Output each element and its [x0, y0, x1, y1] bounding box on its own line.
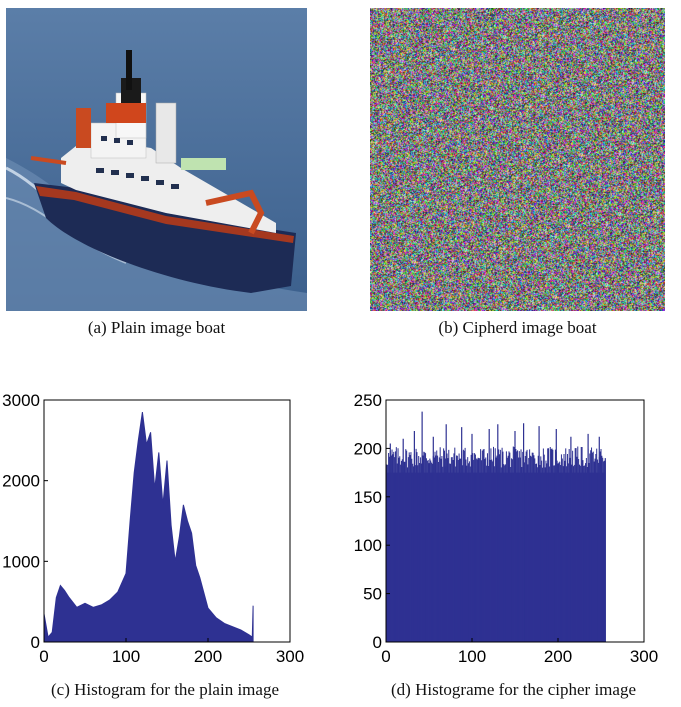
histogram-plain: 0 100 200 300 0 1000 2000 3000: [0, 380, 330, 670]
x-tick-label: 200: [544, 647, 572, 666]
y-tick-label: 3000: [2, 391, 40, 410]
y-tick-label: 1000: [2, 552, 40, 571]
boat-hull: [34, 183, 296, 293]
plot-frame: [43, 399, 291, 643]
y-tick-label: 100: [354, 536, 382, 555]
histogram-bars: [385, 411, 606, 642]
caption-a: (a) Plain image boat: [87, 318, 226, 337]
y-tick-label: 0: [31, 633, 40, 652]
x-tick-label: 100: [458, 647, 486, 666]
plain-boat-drawing: [6, 8, 307, 311]
x-tick-label: 200: [194, 647, 222, 666]
boat-superstructure: [61, 138, 276, 233]
x-tick-label: 0: [39, 647, 48, 666]
wake: [6, 158, 307, 311]
caption-c: (c) Histogram for the plain image: [50, 680, 279, 699]
y-tick-label: 200: [354, 439, 382, 458]
x-tick-label: 100: [112, 647, 140, 666]
noise-canvas: [370, 8, 665, 311]
x-tick-label: 0: [381, 647, 390, 666]
plain-image-boat: [6, 8, 307, 311]
plot-frame: [385, 399, 645, 643]
y-tick-label: 0: [373, 633, 382, 652]
histogram-area: [43, 412, 254, 643]
y-tick-label: 2000: [2, 472, 40, 491]
caption-b: (b) Cipherd image boat: [438, 318, 597, 337]
y-tick-label: 250: [354, 391, 382, 410]
mast: [126, 50, 132, 90]
x-tick-label: 300: [630, 647, 658, 666]
y-tick-label: 150: [354, 488, 382, 507]
cipher-image-boat: [370, 8, 665, 311]
x-tick-label: 300: [276, 647, 304, 666]
histogram-cipher: 0 100 200 300 0 50 100 150 200 250: [340, 380, 681, 670]
caption-d: (d) Histograme for the cipher image: [391, 680, 636, 699]
y-tick-label: 50: [363, 585, 382, 604]
histogram-cipher-chart: 0 100 200 300 0 50 100 150 200 250: [354, 391, 659, 666]
